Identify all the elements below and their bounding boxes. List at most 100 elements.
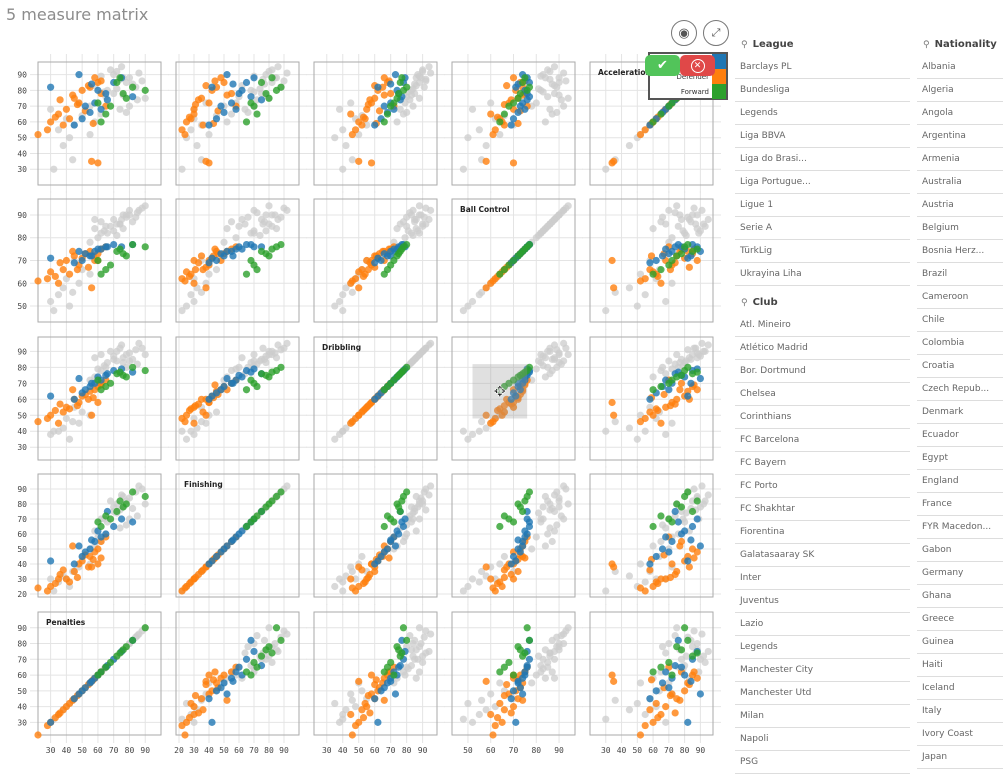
league-item[interactable]: Barclays PL	[735, 56, 910, 79]
club-item[interactable]: Lazio	[735, 613, 910, 636]
legend-item[interactable]	[709, 54, 726, 69]
matrix-cell[interactable]: 30 40 50 60 70 80 90	[17, 329, 169, 468]
league-filter[interactable]: ⚲ League Barclays PL Bundesliga Legends Liga…	[735, 33, 910, 286]
nationality-item[interactable]: Czech Repub...	[917, 378, 1003, 401]
matrix-cell[interactable]: Finishing	[168, 466, 307, 605]
legend-item[interactable]: Defender	[676, 69, 726, 84]
club-item[interactable]: FC Barcelona	[735, 429, 910, 452]
matrix-cell[interactable]	[168, 191, 307, 330]
matrix-cell[interactable]: 30 40 50 60 70 80 90	[582, 604, 721, 755]
league-item[interactable]: TürkLig	[735, 240, 910, 263]
nationality-item[interactable]: Armenia	[917, 148, 1003, 171]
club-item[interactable]: Bor. Dortmund	[735, 360, 910, 383]
nationality-item[interactable]: Australia	[917, 171, 1003, 194]
nationality-item[interactable]: Greece	[917, 608, 1003, 631]
nationality-item[interactable]: Algeria	[917, 79, 1003, 102]
nationality-item[interactable]: Cameroon	[917, 286, 1003, 309]
league-item[interactable]: Liga BBVA	[735, 125, 910, 148]
nationality-item[interactable]: Iceland	[917, 677, 1003, 700]
league-filter-header[interactable]: ⚲ League	[735, 33, 910, 56]
club-item[interactable]: Atl. Mineiro	[735, 314, 910, 337]
club-item[interactable]: Manchester Utd	[735, 682, 910, 705]
matrix-cell[interactable]	[444, 54, 583, 193]
nationality-item[interactable]: Albania	[917, 56, 1003, 79]
nationality-item[interactable]: Bosnia Herz...	[917, 240, 1003, 263]
matrix-cell[interactable]: 50 60 70 80 90	[444, 604, 583, 755]
club-item[interactable]: Fiorentina	[735, 521, 910, 544]
nationality-filter-header[interactable]: ⚲ Nationality	[917, 33, 1003, 56]
club-item[interactable]: Chelsea	[735, 383, 910, 406]
matrix-cell[interactable]: Ball Control	[444, 191, 583, 330]
nationality-item[interactable]: Italy	[917, 700, 1003, 723]
league-item[interactable]: Liga Portugue...	[735, 171, 910, 194]
matrix-cell[interactable]: 20 30 40 50 60 70 80 90	[17, 466, 169, 605]
league-item[interactable]: Ukrayina Liha	[735, 263, 910, 286]
confirm-selection-button[interactable]: ✔	[645, 55, 680, 76]
snapshot-button[interactable]: ◉	[671, 20, 697, 46]
nationality-item[interactable]: Croatia	[917, 355, 1003, 378]
cancel-selection-button[interactable]: ✕	[680, 55, 715, 76]
scatter-matrix[interactable]: 30 40 50 60 70 80 90 Acceleration 50 60 70 80 90 Ball…	[0, 0, 735, 776]
matrix-cell[interactable]	[168, 329, 307, 468]
nationality-item[interactable]: Brazil	[917, 263, 1003, 286]
club-item[interactable]: Napoli	[735, 728, 910, 751]
nationality-item[interactable]: Angola	[917, 102, 1003, 125]
nationality-item[interactable]: Colombia	[917, 332, 1003, 355]
matrix-cell[interactable]	[306, 54, 445, 193]
matrix-cell[interactable]	[582, 191, 721, 330]
nationality-item[interactable]: Chile	[917, 309, 1003, 332]
nationality-item[interactable]: Argentina	[917, 125, 1003, 148]
club-item[interactable]: Manchester City	[735, 659, 910, 682]
club-item[interactable]: FC Bayern	[735, 452, 910, 475]
nationality-item[interactable]: England	[917, 470, 1003, 493]
matrix-cell[interactable]: Penalties 30 40 50 60 70 80 90 30 40 50 60 70 80 90	[17, 604, 169, 755]
club-filter[interactable]: ⚲ Club Atl. Mineiro Atlético Madrid Bor. Do…	[735, 291, 910, 774]
club-item[interactable]: Galatasaaray SK	[735, 544, 910, 567]
matrix-cell[interactable]: 20 30 40 50 60 70 80 90	[168, 604, 307, 755]
league-item[interactable]: Liga do Brasi...	[735, 148, 910, 171]
nationality-item[interactable]: FYR Macedon...	[917, 516, 1003, 539]
nationality-item[interactable]: Guinea	[917, 631, 1003, 654]
nationality-item[interactable]: France	[917, 493, 1003, 516]
matrix-cell[interactable]	[168, 54, 307, 193]
club-item[interactable]: Milan	[735, 705, 910, 728]
nationality-item[interactable]: Germany	[917, 562, 1003, 585]
league-item[interactable]: Bundesliga	[735, 79, 910, 102]
club-item[interactable]: FC Porto	[735, 475, 910, 498]
matrix-cell[interactable]: 30 40 50 60 70 80 90	[17, 54, 169, 193]
nationality-item[interactable]: Ecuador	[917, 424, 1003, 447]
nationality-item[interactable]: Ghana	[917, 585, 1003, 608]
matrix-cell[interactable]: 50 60 70 80 90	[17, 191, 169, 330]
club-item[interactable]: Legends	[735, 636, 910, 659]
league-item[interactable]: Legends	[735, 102, 910, 125]
club-item[interactable]: Inter	[735, 567, 910, 590]
nationality-item[interactable]: Egypt	[917, 447, 1003, 470]
nationality-item[interactable]: Austria	[917, 194, 1003, 217]
legend-item[interactable]: Forward	[681, 84, 726, 99]
nationality-item[interactable]: Gabon	[917, 539, 1003, 562]
nationality-item[interactable]: Japan	[917, 746, 1003, 769]
club-item[interactable]: Juventus	[735, 590, 910, 613]
club-item[interactable]: Corinthians	[735, 406, 910, 429]
nationality-item[interactable]: Belgium	[917, 217, 1003, 240]
club-filter-header[interactable]: ⚲ Club	[735, 291, 910, 314]
data-point	[560, 339, 568, 347]
league-item[interactable]: Ligue 1	[735, 194, 910, 217]
nationality-item[interactable]: Denmark	[917, 401, 1003, 424]
league-item[interactable]: Serie A	[735, 217, 910, 240]
matrix-cell[interactable]: Dribbling	[306, 329, 445, 468]
matrix-cell[interactable]	[306, 466, 445, 605]
matrix-cell[interactable]: ✥	[444, 329, 583, 468]
matrix-cell[interactable]	[582, 329, 721, 468]
nationality-item[interactable]: Haiti	[917, 654, 1003, 677]
nationality-item[interactable]: Ivory Coast	[917, 723, 1003, 746]
fullscreen-button[interactable]: ⤢	[703, 20, 729, 46]
club-item[interactable]: Atlético Madrid	[735, 337, 910, 360]
nationality-filter[interactable]: ⚲ Nationality Albania Algeria Angola Argenti…	[917, 33, 1003, 769]
club-item[interactable]: PSG	[735, 751, 910, 774]
club-item[interactable]: FC Shakhtar	[735, 498, 910, 521]
matrix-cell[interactable]	[582, 466, 721, 605]
matrix-cell[interactable]: 30 40 50 60 70 80 90	[306, 604, 445, 755]
matrix-cell[interactable]	[444, 466, 583, 605]
matrix-cell[interactable]	[306, 191, 445, 330]
